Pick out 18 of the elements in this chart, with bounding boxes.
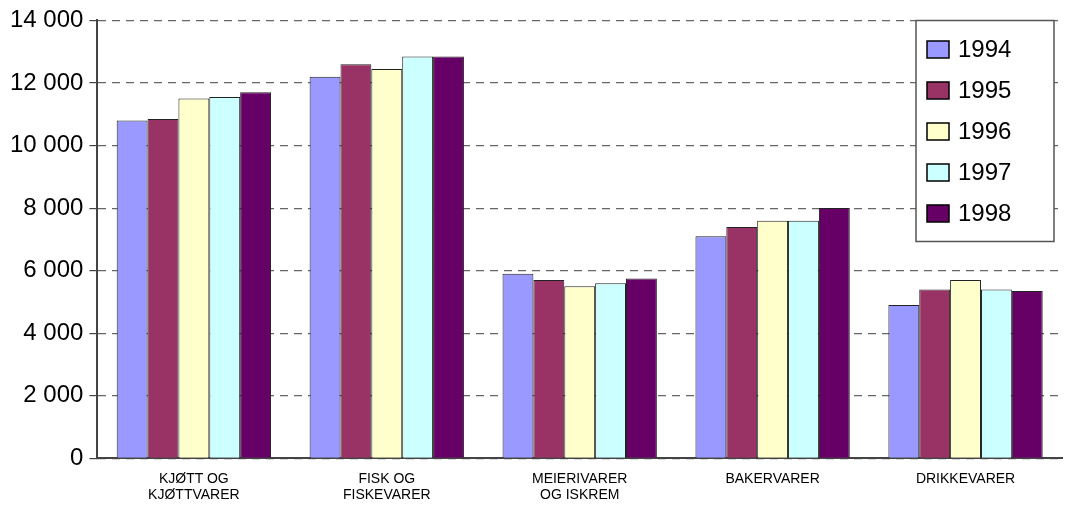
y-tick-label: 8 000: [23, 192, 84, 220]
y-tick-label: 12 000: [10, 67, 84, 95]
legend-label: 1998: [958, 198, 1012, 226]
legend-label: 1995: [958, 75, 1012, 103]
y-tick-label: 10 000: [10, 130, 84, 158]
legend-label: 1994: [958, 34, 1012, 62]
y-tick-label: 6 000: [23, 255, 84, 283]
y-tick-label: 2 000: [23, 380, 84, 408]
x-tick-label: DRIKKEVARER: [915, 469, 1016, 486]
x-tick-label: FISK OG FISKEVARER: [342, 469, 431, 503]
legend-label: 1997: [958, 157, 1012, 185]
y-tick-label: 0: [70, 443, 84, 471]
y-tick-label: 14 000: [10, 5, 84, 33]
x-tick-label: KJØTT OG KJØTTVARER: [148, 469, 240, 503]
x-tick-label: BAKERVARER: [725, 469, 820, 486]
y-tick-label: 4 000: [23, 317, 84, 345]
legend-label: 1996: [958, 116, 1012, 144]
x-tick-label: MEIERIVARER OG ISKREM: [531, 469, 628, 503]
